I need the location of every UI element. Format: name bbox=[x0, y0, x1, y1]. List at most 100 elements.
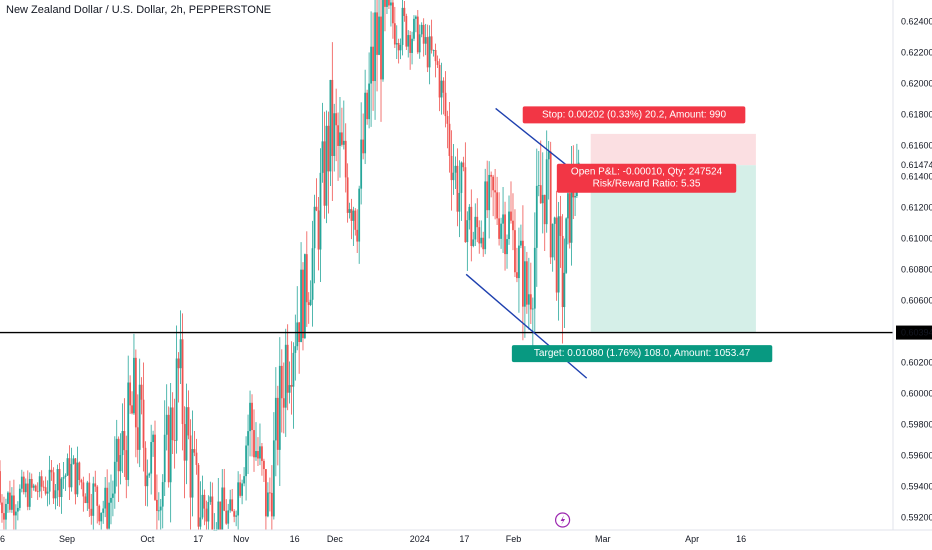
candle-body bbox=[199, 517, 202, 527]
candle-body bbox=[52, 472, 55, 499]
candle-body bbox=[474, 216, 477, 240]
x-tick-label: 17 bbox=[459, 534, 469, 544]
candle-body bbox=[549, 151, 552, 258]
candle-body bbox=[102, 508, 105, 513]
candle-body bbox=[181, 339, 184, 425]
candle-body bbox=[259, 446, 261, 459]
candle-body bbox=[331, 79, 334, 157]
candle-body bbox=[115, 438, 118, 462]
x-tick-label: Apr bbox=[685, 534, 699, 544]
candle-body bbox=[305, 254, 308, 303]
candle-body bbox=[313, 206, 316, 249]
y-tick-label: 0.61200 bbox=[901, 203, 932, 213]
candle-body bbox=[411, 38, 413, 53]
candle-body bbox=[144, 447, 147, 487]
x-tick-label: Mar bbox=[595, 534, 611, 544]
candle-body bbox=[288, 385, 291, 393]
candle-body bbox=[58, 469, 61, 498]
x-tick-label: Nov bbox=[233, 534, 250, 544]
target-label: Target: 0.01080 (1.76%) 108.0, Amount: 1… bbox=[511, 345, 773, 363]
stop-zone bbox=[590, 133, 756, 166]
candle-body bbox=[113, 461, 116, 494]
candle-body bbox=[350, 209, 353, 221]
candle-body bbox=[179, 339, 182, 369]
candle-body bbox=[395, 43, 398, 45]
x-tick-label: 16 bbox=[290, 534, 300, 544]
candle-body bbox=[133, 357, 135, 414]
candle-body bbox=[392, 2, 394, 24]
candle-body bbox=[112, 493, 114, 498]
candle-body bbox=[175, 358, 178, 441]
candle-body bbox=[219, 501, 222, 530]
candle-body bbox=[352, 210, 355, 221]
candle-body bbox=[516, 272, 518, 279]
candle-body bbox=[522, 240, 524, 307]
candle-body bbox=[123, 431, 126, 451]
candle-body bbox=[274, 397, 277, 441]
candle-body bbox=[16, 507, 19, 512]
candle-body bbox=[94, 483, 97, 487]
candle-body bbox=[462, 162, 465, 168]
candle-body bbox=[138, 384, 141, 450]
candle-body bbox=[267, 492, 269, 517]
candle-body bbox=[152, 434, 154, 443]
y-tick-label: 0.61400 bbox=[901, 172, 932, 182]
candle-body bbox=[482, 237, 485, 250]
candle-body bbox=[148, 473, 151, 476]
candle-body bbox=[319, 172, 322, 250]
candle-body bbox=[56, 469, 59, 491]
event-lightning-icon-bolt bbox=[560, 515, 566, 525]
candle-body bbox=[440, 80, 443, 98]
candle-body bbox=[333, 113, 336, 157]
candle-body bbox=[276, 397, 279, 450]
pnl-label-text: Risk/Reward Ratio: 5.35 bbox=[593, 179, 701, 190]
candle-body bbox=[100, 512, 103, 522]
candle-body bbox=[327, 125, 330, 172]
candle-body bbox=[121, 431, 124, 456]
candle-body bbox=[476, 216, 479, 228]
candle-body bbox=[223, 487, 226, 511]
candle-body bbox=[66, 458, 69, 476]
candle-body bbox=[541, 194, 544, 204]
candle-body bbox=[142, 399, 145, 448]
candle-body bbox=[189, 435, 192, 498]
pnl-label-bg bbox=[556, 163, 737, 193]
current-price-label: 0.61474 bbox=[901, 160, 932, 170]
y-tick-label: 0.60600 bbox=[901, 296, 932, 306]
candle-body bbox=[28, 478, 31, 507]
candle-body bbox=[12, 495, 15, 516]
candle-body bbox=[60, 478, 63, 498]
candle-body bbox=[225, 510, 228, 524]
candle-body bbox=[193, 449, 196, 453]
candle-body bbox=[529, 294, 532, 310]
candle-body bbox=[26, 483, 29, 507]
candle-body bbox=[490, 174, 493, 177]
candle-body bbox=[307, 302, 310, 305]
candle-body bbox=[321, 141, 324, 173]
candle-body bbox=[480, 237, 483, 244]
candle-body bbox=[418, 34, 421, 53]
candle-body bbox=[374, 12, 376, 82]
candle-body bbox=[393, 23, 396, 45]
candle-body bbox=[241, 483, 244, 496]
candle-body bbox=[414, 16, 417, 19]
candle-body bbox=[514, 230, 516, 273]
candle-body bbox=[9, 492, 11, 510]
candle-body bbox=[438, 64, 441, 98]
candle-body bbox=[280, 365, 283, 399]
candle-body bbox=[356, 229, 359, 242]
candle-body bbox=[163, 434, 166, 483]
candle-body bbox=[76, 462, 79, 495]
candle-body bbox=[156, 499, 158, 511]
y-tick-label: 0.62200 bbox=[901, 48, 932, 58]
candle-body bbox=[563, 272, 566, 308]
y-tick-label: 0.60800 bbox=[901, 265, 932, 275]
candle-body bbox=[309, 299, 312, 305]
candle-body bbox=[354, 210, 357, 230]
candle-body bbox=[106, 487, 109, 529]
candle-body bbox=[251, 402, 253, 431]
candle-body bbox=[428, 36, 431, 68]
candle-body bbox=[245, 445, 247, 477]
candle-body bbox=[98, 505, 101, 522]
